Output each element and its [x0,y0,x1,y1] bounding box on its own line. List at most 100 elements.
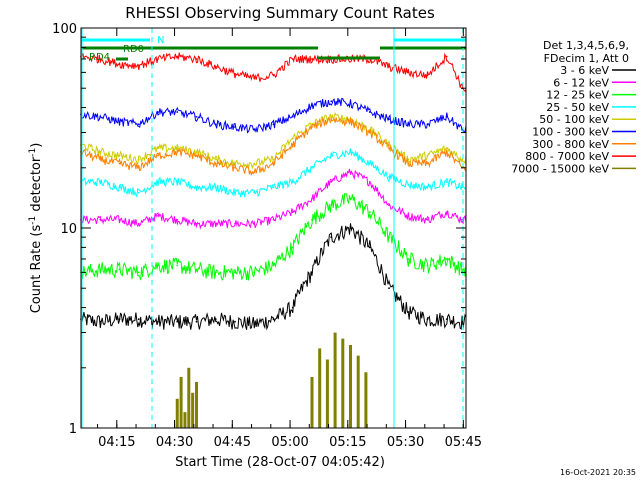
series-1-point-9 [253,222,256,225]
series-7-point-12 [311,58,313,60]
series-1-point-2 [118,218,121,221]
legend-label-6: 300 - 800 keV [532,138,609,151]
y-axis-label-sup: -1 [28,216,38,225]
series-1-point-7 [214,222,217,225]
series-5-point-15 [368,111,371,113]
series-5-point-19 [445,115,448,118]
series-1-point-3 [137,222,140,225]
series-0-point-8 [234,320,236,323]
legend-label-0: 3 - 6 keV [560,64,609,77]
series-5-point-2 [118,120,121,123]
series-6-point-9 [253,171,256,174]
series-5-point-18 [426,123,429,126]
series-6-point-6 [195,154,198,157]
series-2-point-10 [272,264,275,267]
series-0-point-13 [330,236,333,239]
series-3-line [80,148,467,199]
series-4-point-9 [253,162,256,165]
series-7-point-5 [176,55,179,58]
series-7-point-6 [195,58,198,60]
series-2-point-15 [368,211,371,214]
series-1-point-6 [195,222,198,225]
series-6-point-4 [157,154,159,157]
series-3-point-17 [407,183,410,186]
series-3-point-8 [234,191,236,194]
series-5-point-10 [272,123,275,126]
series-4-point-19 [445,147,448,150]
series-4-point-18 [426,154,429,157]
series-4-point-6 [195,151,198,153]
legend-label-2: 12 - 25 keV [546,89,609,102]
series-3-point-7 [214,186,217,189]
x-tick-label-1: 04:30 [156,435,193,450]
series-2-point-20 [461,268,464,271]
series-0-point-12 [311,271,313,274]
series-2-point-4 [157,264,159,267]
series-5-point-14 [349,102,352,105]
series-2-point-6 [195,268,198,271]
series-3-point-14 [349,151,352,153]
series-5-line [80,97,467,134]
series-5 [80,97,467,134]
series-1-point-8 [234,222,236,225]
series-4-point-7 [214,158,217,161]
series-4-point-10 [272,158,275,161]
series-1-point-12 [311,197,313,200]
legend-header-0: Det 1,3,4,5,6,9, [543,39,629,52]
series-2-point-8 [234,271,236,274]
series-3-point-11 [291,181,294,183]
series-6-point-12 [311,126,313,128]
series-7-point-3 [137,64,140,67]
series-2-point-14 [349,197,352,200]
series-4-point-2 [118,154,121,157]
series-0-point-17 [407,311,410,313]
series-2-point-18 [426,264,429,267]
series-1-point-5 [176,218,179,221]
series-6-point-3 [137,166,140,169]
series-0-point-16 [388,287,390,290]
series-3-point-18 [426,186,429,189]
y-tick-label-2: 100 [52,22,77,37]
series-3-point-10 [272,186,275,189]
series-0-point-1 [99,320,102,323]
series-0-line [80,223,467,331]
series-3 [80,148,467,199]
series-0-point-9 [253,323,256,326]
series-0-point-18 [426,318,429,321]
x-tick-label-0: 04:15 [98,435,135,450]
series-1-point-13 [330,181,333,183]
series-3-point-20 [461,186,464,189]
series-5-point-8 [234,126,236,128]
series-1-point-16 [388,204,390,207]
series-0-point-19 [445,318,448,321]
series-6-point-17 [407,162,410,165]
series-0-point-14 [349,227,352,229]
series-6-point-19 [445,151,448,153]
series-0-point-7 [214,318,217,321]
series-6-point-5 [176,151,179,153]
series-0-point-15 [368,246,371,249]
series-3-point-4 [157,181,159,183]
series-1-point-11 [291,211,294,214]
series-5-point-16 [388,118,390,121]
y-axis-label: Count Rate (s-1 detector-1) [28,143,44,314]
series-0-point-4 [157,320,159,323]
y-axis-label-mid: detector [29,156,44,216]
series-2-point-16 [388,236,390,239]
series-7-point-17 [407,71,410,74]
legend-label-8: 7000 - 15000 keV [511,162,609,175]
series-2-point-2 [118,268,121,271]
series-5-point-17 [407,123,410,126]
series-4-point-11 [291,137,294,140]
series-8 [175,332,368,428]
series-0-point-3 [137,318,140,321]
series-5-point-4 [157,111,159,113]
x-tick-label-2: 04:45 [214,435,251,450]
legend-label-4: 50 - 100 keV [539,113,609,126]
series-1-point-18 [426,218,429,221]
series-0-point-20 [461,320,464,323]
series-3-point-3 [137,191,140,194]
series-2-point-17 [407,258,410,260]
series-6-point-1 [99,158,102,161]
series-2-point-3 [137,271,140,274]
